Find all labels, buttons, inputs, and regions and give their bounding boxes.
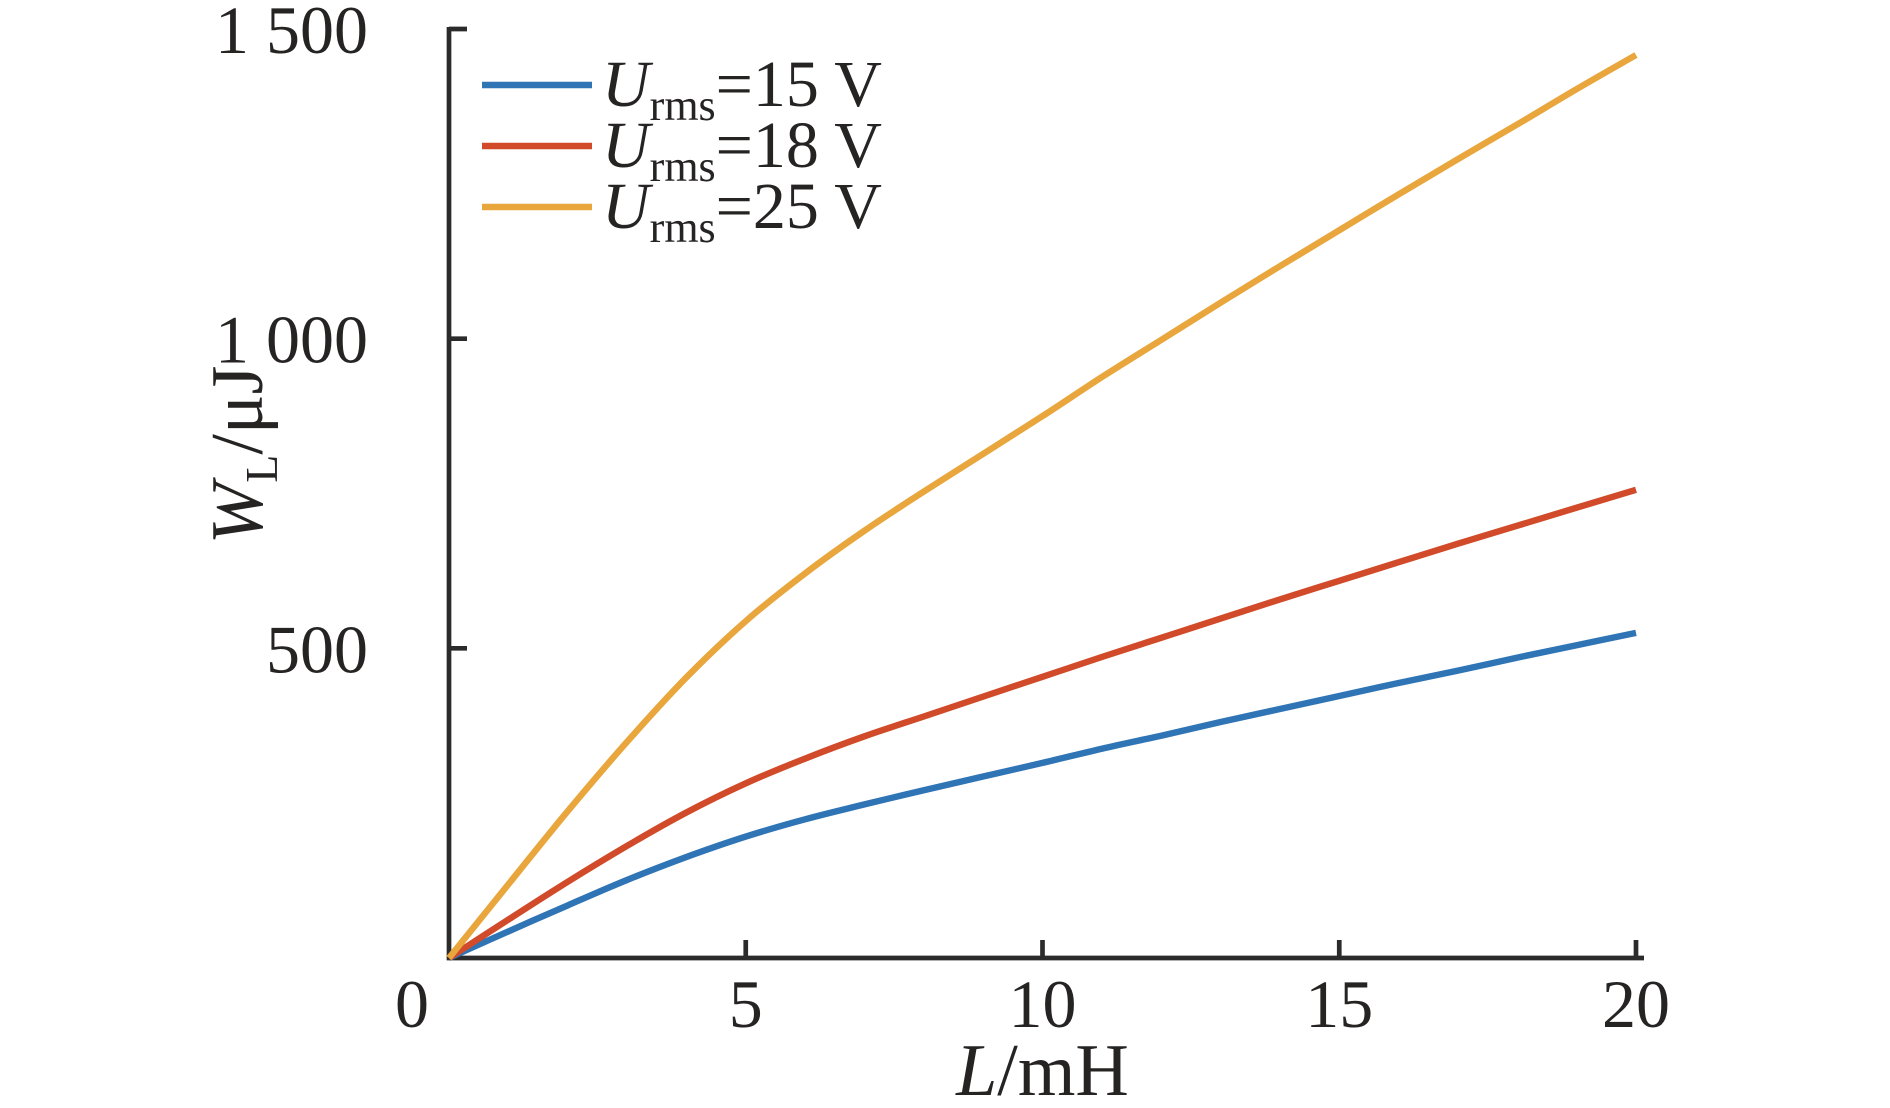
legend-item: Urms=25 V bbox=[482, 170, 882, 252]
y-tick-label: 1 500 bbox=[215, 0, 368, 68]
x-tick-label: 15 bbox=[1305, 966, 1373, 1042]
x-tick-label: 10 bbox=[1009, 966, 1077, 1042]
x-tick-label: 20 bbox=[1602, 966, 1670, 1042]
legend-label: Urms=18 V bbox=[602, 109, 882, 191]
y-axis-label: WL/μJ bbox=[197, 366, 287, 545]
legend-item: Urms=15 V bbox=[482, 48, 882, 130]
x-tick-label: 0 bbox=[395, 966, 429, 1042]
series-line-Urms18v bbox=[447, 486, 1637, 961]
series-line-Urms25v bbox=[446, 52, 1638, 961]
series-line-Urms15v bbox=[447, 629, 1637, 961]
legend-item: Urms=18 V bbox=[482, 109, 882, 191]
y-tick-label: 1 000 bbox=[215, 302, 368, 378]
legend-label: Urms=25 V bbox=[602, 170, 882, 252]
x-axis-label: L/mH bbox=[955, 1030, 1129, 1108]
y-tick-label: 500 bbox=[266, 611, 368, 687]
x-tick-label: 5 bbox=[729, 966, 763, 1042]
legend-label: Urms=15 V bbox=[602, 48, 882, 130]
